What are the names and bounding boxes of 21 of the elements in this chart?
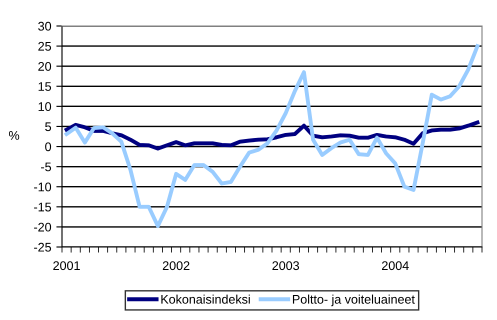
- y-tick-label: -25: [34, 242, 52, 252]
- line-series: [64, 120, 480, 150]
- x-tick-label: 2003: [272, 261, 300, 270]
- y-tick-label: 5: [45, 122, 52, 132]
- y-tick-label: 10: [38, 102, 52, 112]
- y-tick-label: 25: [38, 42, 52, 51]
- x-tick-label: 2002: [162, 261, 190, 270]
- line-series: [64, 44, 480, 228]
- y-axis-title: %: [8, 131, 20, 140]
- y-tick-label: -5: [41, 162, 52, 172]
- y-tick-label: 30: [38, 22, 52, 31]
- y-tick-label: -20: [34, 222, 52, 232]
- x-tick-label: 2001: [53, 261, 80, 270]
- y-tick-label: 15: [38, 82, 52, 91]
- y-tick-label: -10: [34, 182, 52, 192]
- legend-label: Kokonaisindeksi: [161, 294, 250, 304]
- x-tick-label: 2004: [382, 261, 409, 270]
- y-tick-label: 20: [38, 62, 52, 71]
- y-tick-label: 0: [45, 142, 52, 152]
- legend-label: Poltto- ja voiteluaineet: [292, 294, 415, 306]
- y-tick-label: -15: [34, 202, 52, 212]
